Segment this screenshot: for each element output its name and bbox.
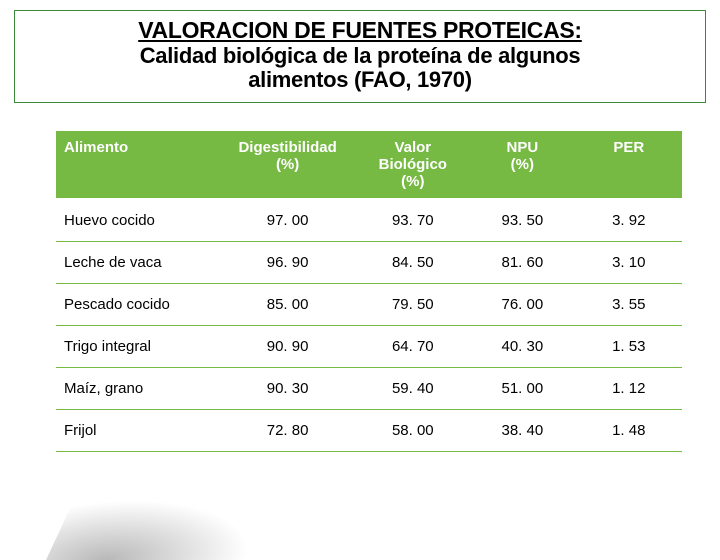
col-header-text: NPU xyxy=(507,139,539,156)
col-header-npu: NPU (%) xyxy=(469,131,575,199)
cell-value: 58. 00 xyxy=(356,410,469,452)
cell-value: 3. 92 xyxy=(576,199,682,242)
table-header-row: Alimento Digestibilidad (%) Valor Biológ… xyxy=(56,131,682,199)
cell-value: 72. 80 xyxy=(219,410,357,452)
col-header-per: PER xyxy=(576,131,682,199)
cell-value: 81. 60 xyxy=(469,242,575,284)
title-box: VALORACION DE FUENTES PROTEICAS: Calidad… xyxy=(14,10,706,103)
col-header-text: Digestibilidad xyxy=(238,139,336,156)
cell-alimento: Huevo cocido xyxy=(56,199,219,242)
cell-value: 3. 55 xyxy=(576,284,682,326)
cell-alimento: Frijol xyxy=(56,410,219,452)
cell-value: 90. 30 xyxy=(219,368,357,410)
col-header-digestibilidad: Digestibilidad (%) xyxy=(219,131,357,199)
cell-value: 38. 40 xyxy=(469,410,575,452)
table-row: Pescado cocido 85. 00 79. 50 76. 00 3. 5… xyxy=(56,284,682,326)
title-main: VALORACION DE FUENTES PROTEICAS: xyxy=(23,17,697,44)
table-row: Trigo integral 90. 90 64. 70 40. 30 1. 5… xyxy=(56,326,682,368)
col-header-text: Biológico xyxy=(379,156,447,173)
cell-value: 97. 00 xyxy=(219,199,357,242)
cell-value: 96. 90 xyxy=(219,242,357,284)
cell-value: 93. 50 xyxy=(469,199,575,242)
col-header-text: (%) xyxy=(276,156,299,173)
decorative-shadow xyxy=(46,500,274,560)
table-body: Huevo cocido 97. 00 93. 70 93. 50 3. 92 … xyxy=(56,199,682,452)
cell-value: 59. 40 xyxy=(356,368,469,410)
cell-value: 93. 70 xyxy=(356,199,469,242)
cell-value: 76. 00 xyxy=(469,284,575,326)
subtitle-line-2: alimentos (FAO, 1970) xyxy=(23,68,697,92)
cell-value: 3. 10 xyxy=(576,242,682,284)
subtitle-line-1: Calidad biológica de la proteína de algu… xyxy=(23,44,697,68)
protein-quality-table: Alimento Digestibilidad (%) Valor Biológ… xyxy=(56,131,682,452)
cell-value: 1. 48 xyxy=(576,410,682,452)
col-header-alimento: Alimento xyxy=(56,131,219,199)
col-header-text: (%) xyxy=(511,156,534,173)
cell-value: 90. 90 xyxy=(219,326,357,368)
col-header-text: PER xyxy=(613,139,644,156)
cell-alimento: Leche de vaca xyxy=(56,242,219,284)
cell-value: 1. 12 xyxy=(576,368,682,410)
table-row: Maíz, grano 90. 30 59. 40 51. 00 1. 12 xyxy=(56,368,682,410)
cell-alimento: Trigo integral xyxy=(56,326,219,368)
table-row: Leche de vaca 96. 90 84. 50 81. 60 3. 10 xyxy=(56,242,682,284)
table-container: Alimento Digestibilidad (%) Valor Biológ… xyxy=(56,131,682,452)
cell-value: 64. 70 xyxy=(356,326,469,368)
col-header-text: Alimento xyxy=(64,139,128,156)
cell-value: 51. 00 xyxy=(469,368,575,410)
cell-value: 79. 50 xyxy=(356,284,469,326)
cell-value: 85. 00 xyxy=(219,284,357,326)
cell-value: 1. 53 xyxy=(576,326,682,368)
table-row: Frijol 72. 80 58. 00 38. 40 1. 48 xyxy=(56,410,682,452)
table-row: Huevo cocido 97. 00 93. 70 93. 50 3. 92 xyxy=(56,199,682,242)
col-header-valor-biologico: Valor Biológico (%) xyxy=(356,131,469,199)
cell-value: 84. 50 xyxy=(356,242,469,284)
col-header-text: Valor xyxy=(394,139,431,156)
cell-alimento: Pescado cocido xyxy=(56,284,219,326)
col-header-text: (%) xyxy=(401,173,424,190)
cell-alimento: Maíz, grano xyxy=(56,368,219,410)
cell-value: 40. 30 xyxy=(469,326,575,368)
